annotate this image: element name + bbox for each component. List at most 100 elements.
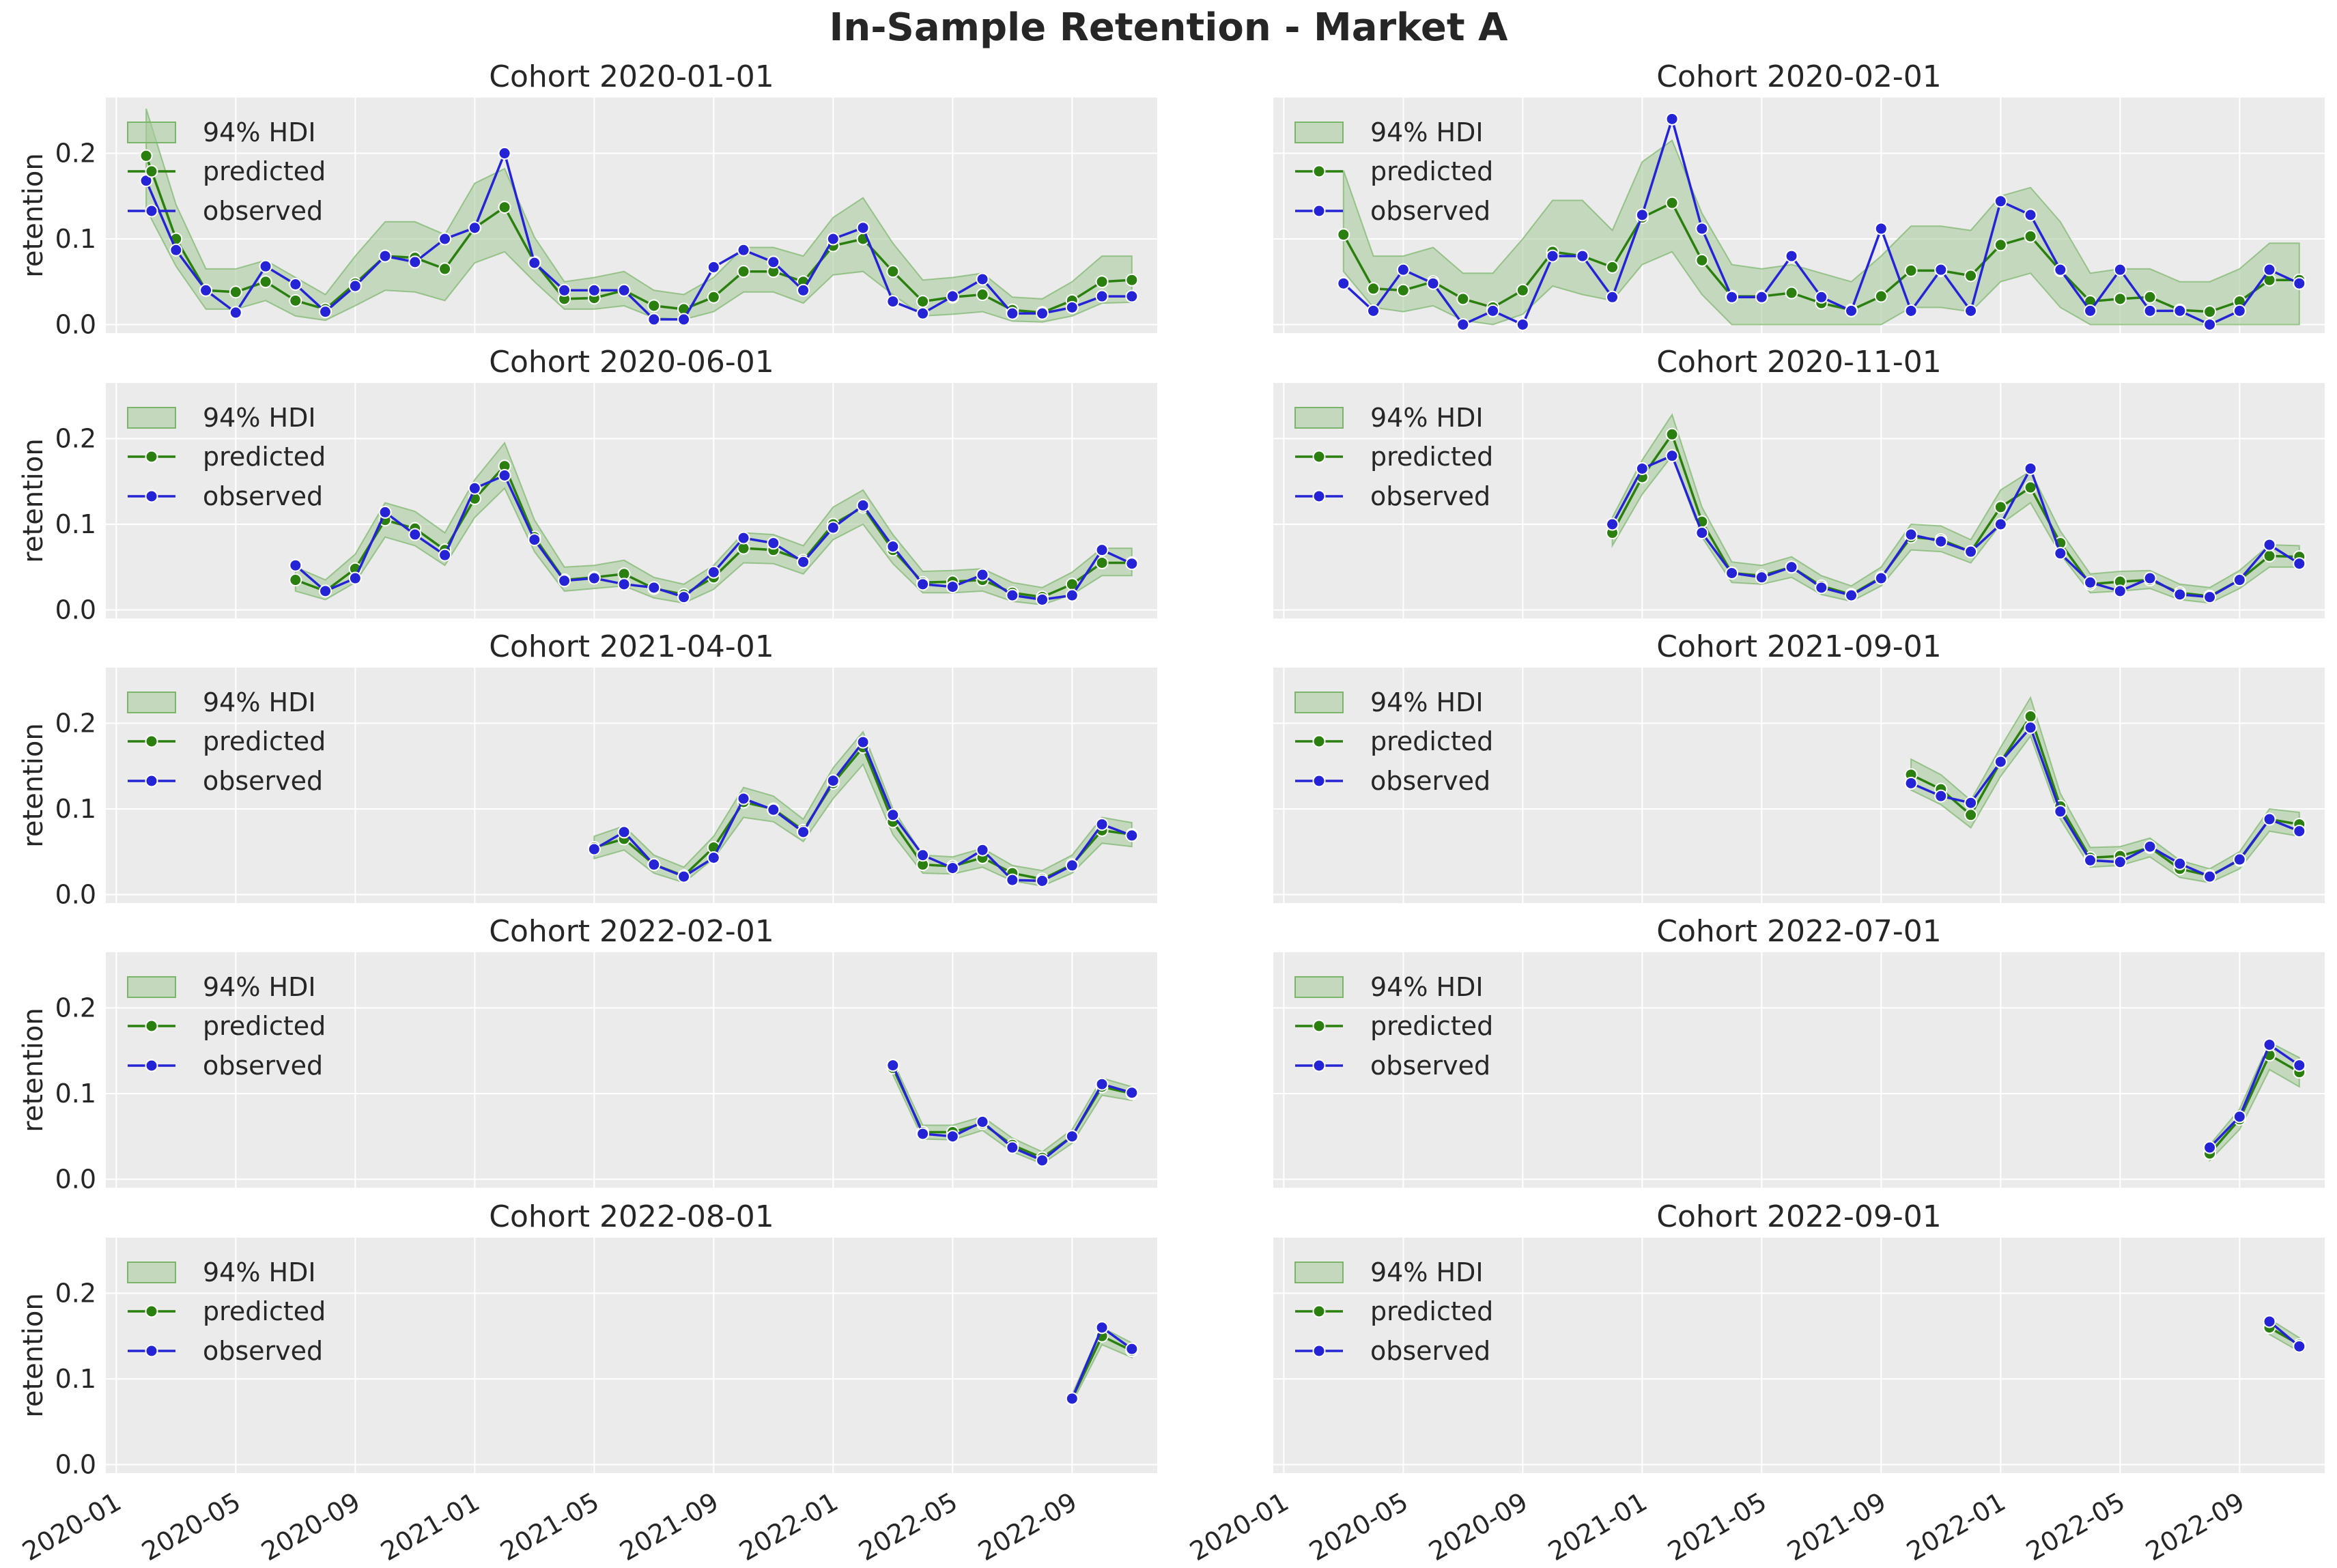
legend-marker-predicted [1312, 450, 1326, 464]
observed-point [1934, 263, 1948, 276]
observed-point [2203, 317, 2217, 331]
observed-point [916, 307, 930, 320]
legend: 94% HDI predicted observed [1294, 687, 1493, 796]
predicted-point [259, 275, 272, 289]
legend-swatch-hdi [1294, 407, 1344, 429]
observed-point [2143, 840, 2157, 853]
observed-point [1426, 276, 1440, 290]
x-tick-label: 2021-05 [495, 1487, 604, 1567]
observed-point [677, 590, 691, 604]
plot-area [1273, 668, 2325, 903]
predicted-point [1516, 283, 1529, 297]
predicted-point [1665, 427, 1679, 441]
y-tick-label: 0.0 [55, 309, 96, 339]
observed-point [707, 565, 720, 579]
observed-point [647, 581, 661, 595]
plot-area [106, 1238, 1157, 1473]
observed-point [976, 568, 989, 582]
observed-point [2113, 584, 2127, 598]
legend: 94% HDI predicted observed [1294, 1257, 1493, 1366]
x-tick-label: 2020-01 [1185, 1487, 1294, 1567]
observed-point [617, 578, 631, 591]
x-tick-label: 2021-09 [614, 1487, 724, 1567]
observed-point [826, 232, 840, 246]
y-axis-label: retention [18, 438, 49, 562]
observed-point [587, 283, 601, 297]
observed-point [1665, 112, 1679, 126]
panel-4: Cohort 2020-11-01 94% HDI predicted observe… [1273, 345, 2325, 618]
observed-point [2143, 304, 2157, 317]
x-tick-label: 2022-01 [734, 1487, 843, 1567]
observed-point [647, 313, 661, 326]
observed-point [2263, 1315, 2276, 1328]
predicted-point [289, 573, 302, 587]
predicted-point [1396, 283, 1410, 297]
observed-point [946, 861, 959, 875]
observed-point [617, 825, 631, 839]
legend-label-hdi: 94% HDI [203, 403, 316, 433]
observed-point [1845, 588, 1858, 602]
observed-point [2143, 571, 2157, 585]
observed-point [1964, 796, 1978, 810]
observed-point [946, 1130, 959, 1143]
legend-marker-observed [1312, 774, 1326, 788]
observed-point [468, 221, 481, 235]
hdi-band [593, 730, 1133, 887]
legend: 94% HDI predicted observed [1294, 117, 1493, 226]
observed-point [498, 468, 511, 482]
predicted-point [438, 262, 452, 276]
predicted-point [886, 265, 900, 279]
observed-point [976, 272, 989, 286]
legend: 94% HDI predicted observed [127, 687, 326, 796]
observed-point [2233, 1110, 2246, 1124]
panel-2: Cohort 2020-02-01 94% HDI predicted observe… [1273, 59, 2325, 333]
observed-point [2054, 805, 2067, 818]
predicted-point [1904, 263, 1918, 277]
x-tick-label: 2020-09 [256, 1487, 365, 1567]
observed-point [1934, 789, 1948, 803]
observed-point [498, 147, 511, 160]
observed-point [229, 306, 242, 319]
panel-title: Cohort 2021-04-01 [489, 629, 774, 664]
panel-6: Cohort 2021-09-01 94% HDI predicted observe… [1273, 629, 2325, 903]
predicted-point [1994, 238, 2007, 252]
legend: 94% HDI predicted observed [127, 117, 326, 226]
legend-label-hdi: 94% HDI [1370, 687, 1484, 717]
legend-label-hdi: 94% HDI [1370, 117, 1484, 147]
observed-point [767, 803, 780, 816]
panel-title: Cohort 2020-06-01 [489, 345, 774, 380]
observed-point [2024, 721, 2037, 735]
observed-point [1635, 208, 1649, 222]
predicted-point [229, 285, 242, 299]
y-tick-label: 0.1 [55, 794, 96, 824]
predicted-point [1994, 500, 2007, 514]
observed-point [587, 842, 601, 856]
legend-label-predicted: predicted [203, 1011, 326, 1041]
observed-point [1036, 874, 1049, 887]
hdi-band [294, 441, 1133, 605]
observed-point [2293, 1059, 2306, 1072]
observed-point [1036, 593, 1049, 606]
observed-point [1815, 581, 1828, 595]
x-tick-label: 2020-05 [1304, 1487, 1413, 1567]
legend-label-predicted: predicted [203, 156, 326, 186]
observed-point [1065, 300, 1079, 314]
observed-point [1874, 571, 1888, 585]
legend-marker-observed [1312, 489, 1326, 503]
panel-8: Cohort 2022-07-01 94% HDI predicted observe… [1273, 914, 2325, 1188]
observed-point [1785, 560, 1798, 574]
y-tick-label: 0.1 [55, 1364, 96, 1394]
figure-title: In-Sample Retention - Market A [829, 5, 1508, 50]
observed-point [1396, 263, 1410, 276]
legend-label-predicted: predicted [1370, 156, 1493, 186]
observed-point [1994, 755, 2007, 769]
legend-label-predicted: predicted [203, 726, 326, 756]
observed-point [1065, 859, 1079, 872]
y-tick-label: 0.1 [55, 224, 96, 254]
legend-swatch-hdi [127, 692, 176, 713]
observed-point [2173, 304, 2187, 317]
observed-point [1125, 829, 1139, 842]
observed-point [2233, 304, 2246, 317]
predicted-point [1964, 269, 1978, 283]
